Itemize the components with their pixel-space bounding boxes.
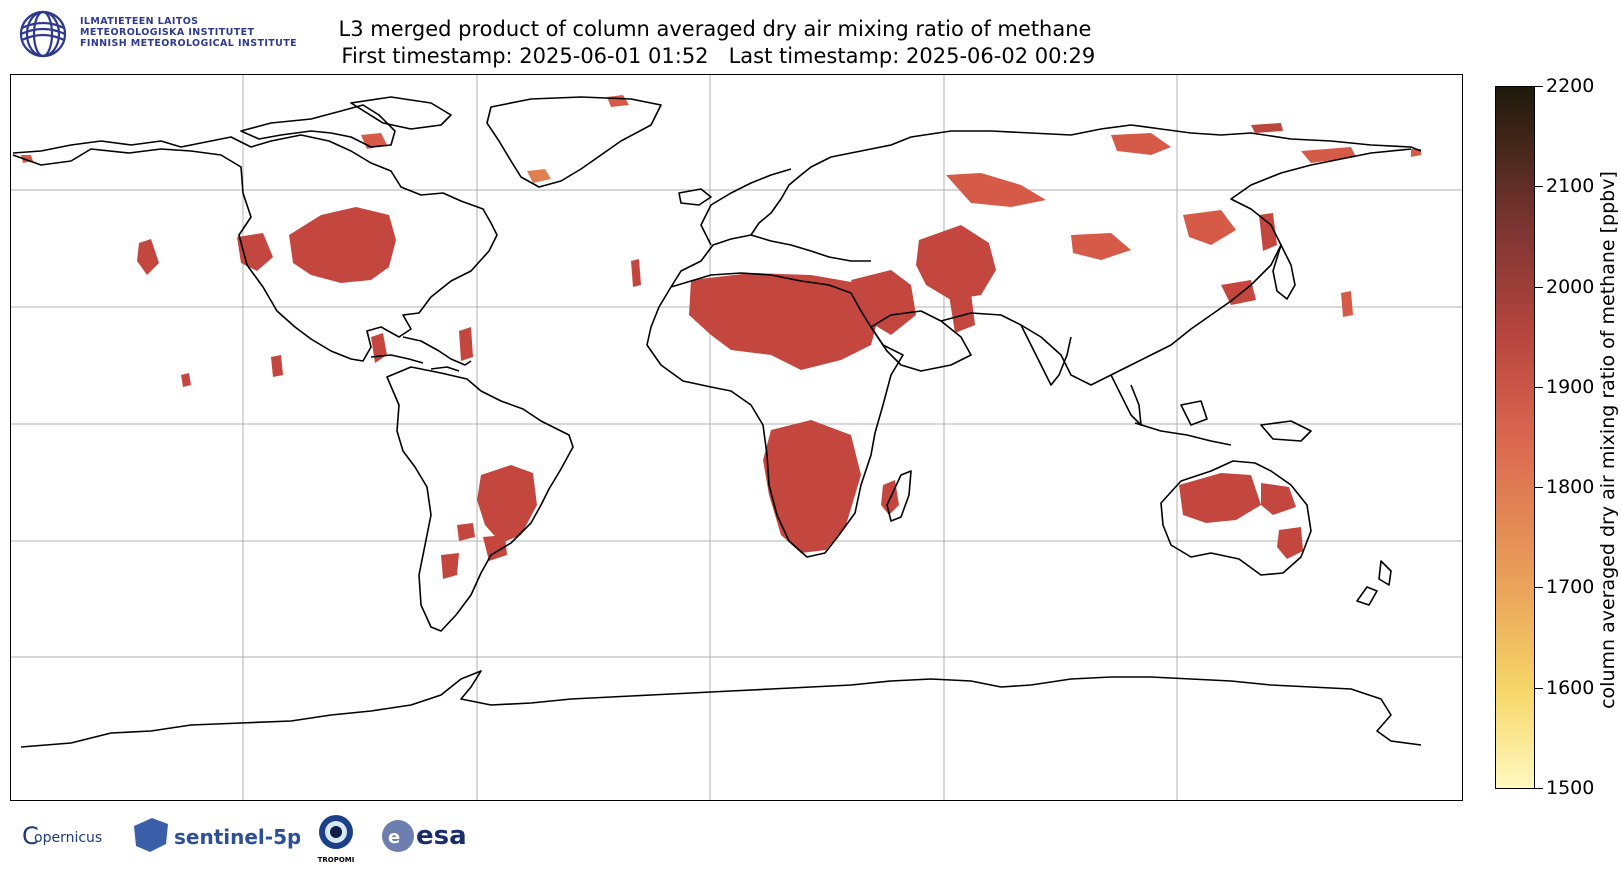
sentinel-5p-logo: sentinel-5p: [130, 812, 301, 862]
tropomi-text: TROPOMI: [318, 856, 355, 864]
colorbar-tick-label: 2200: [1546, 75, 1595, 97]
copernicus-logo: C opernicus: [20, 812, 115, 862]
copernicus-text: opernicus: [34, 830, 102, 846]
tropomi-emblem: TROPOMI: [318, 815, 355, 864]
coastlines: [12, 96, 1422, 748]
fmi-name: ILMATIETEEN LAITOS METEOROLOGISKA INSTIT…: [80, 16, 297, 49]
colorbar-tick-label: 1600: [1546, 676, 1595, 699]
fmi-name-line2: METEOROLOGISKA INSTITUTET: [80, 27, 255, 38]
map-title-line2: First timestamp: 2025-06-01 01:52 Last t…: [334, 44, 1096, 68]
fmi-name-line1: ILMATIETEEN LAITOS: [80, 16, 199, 27]
tropomi-logo: TROPOMI: [316, 812, 366, 864]
esa-logo: e esa: [380, 812, 480, 862]
colorbar-tick-label: 1900: [1546, 375, 1595, 398]
colorbar-tick: [1535, 687, 1543, 689]
sentinel-text: sentinel-5p: [174, 825, 300, 849]
colorbar-tick: [1535, 186, 1543, 188]
map-panel: [10, 74, 1463, 801]
fmi-name-line3: FINNISH METEOROLOGICAL INSTITUTE: [80, 38, 298, 49]
fmi-logo: [18, 10, 308, 60]
colorbar-tick-label: 1700: [1546, 576, 1595, 599]
svg-text:e: e: [388, 827, 400, 848]
colorbar-label: column averaged dry air mixing ratio of …: [1597, 171, 1619, 709]
methane-data: [21, 95, 1421, 579]
world-map: [11, 75, 1462, 800]
colorbar-tick-label: 2000: [1546, 275, 1595, 298]
map-title-line1: L3 merged product of column averaged dry…: [338, 17, 1092, 41]
copernicus-c: C: [22, 822, 39, 850]
map-title: L3 merged product of column averaged dry…: [290, 16, 1140, 70]
fmi-globe-icon: [19, 10, 67, 58]
satellite-icon: [134, 818, 168, 852]
colorbar: [1495, 86, 1535, 789]
colorbar-tick: [1535, 487, 1543, 489]
esa-emblem: e esa: [382, 820, 467, 852]
colorbar-tick: [1535, 286, 1543, 288]
colorbar-tick-label: 1800: [1546, 476, 1595, 499]
colorbar-tick: [1535, 86, 1543, 87]
esa-e-icon: [382, 820, 414, 852]
colorbar-tick: [1535, 386, 1543, 388]
copernicus-emblem: C opernicus: [22, 822, 102, 850]
sentinel-emblem: sentinel-5p: [134, 818, 301, 852]
colorbar-tick-label: 1500: [1546, 777, 1595, 799]
colorbar-tick: [1535, 788, 1543, 789]
esa-text: esa: [416, 821, 467, 851]
colorbar-tick-label: 2100: [1546, 175, 1595, 198]
colorbar-tick: [1535, 587, 1543, 589]
